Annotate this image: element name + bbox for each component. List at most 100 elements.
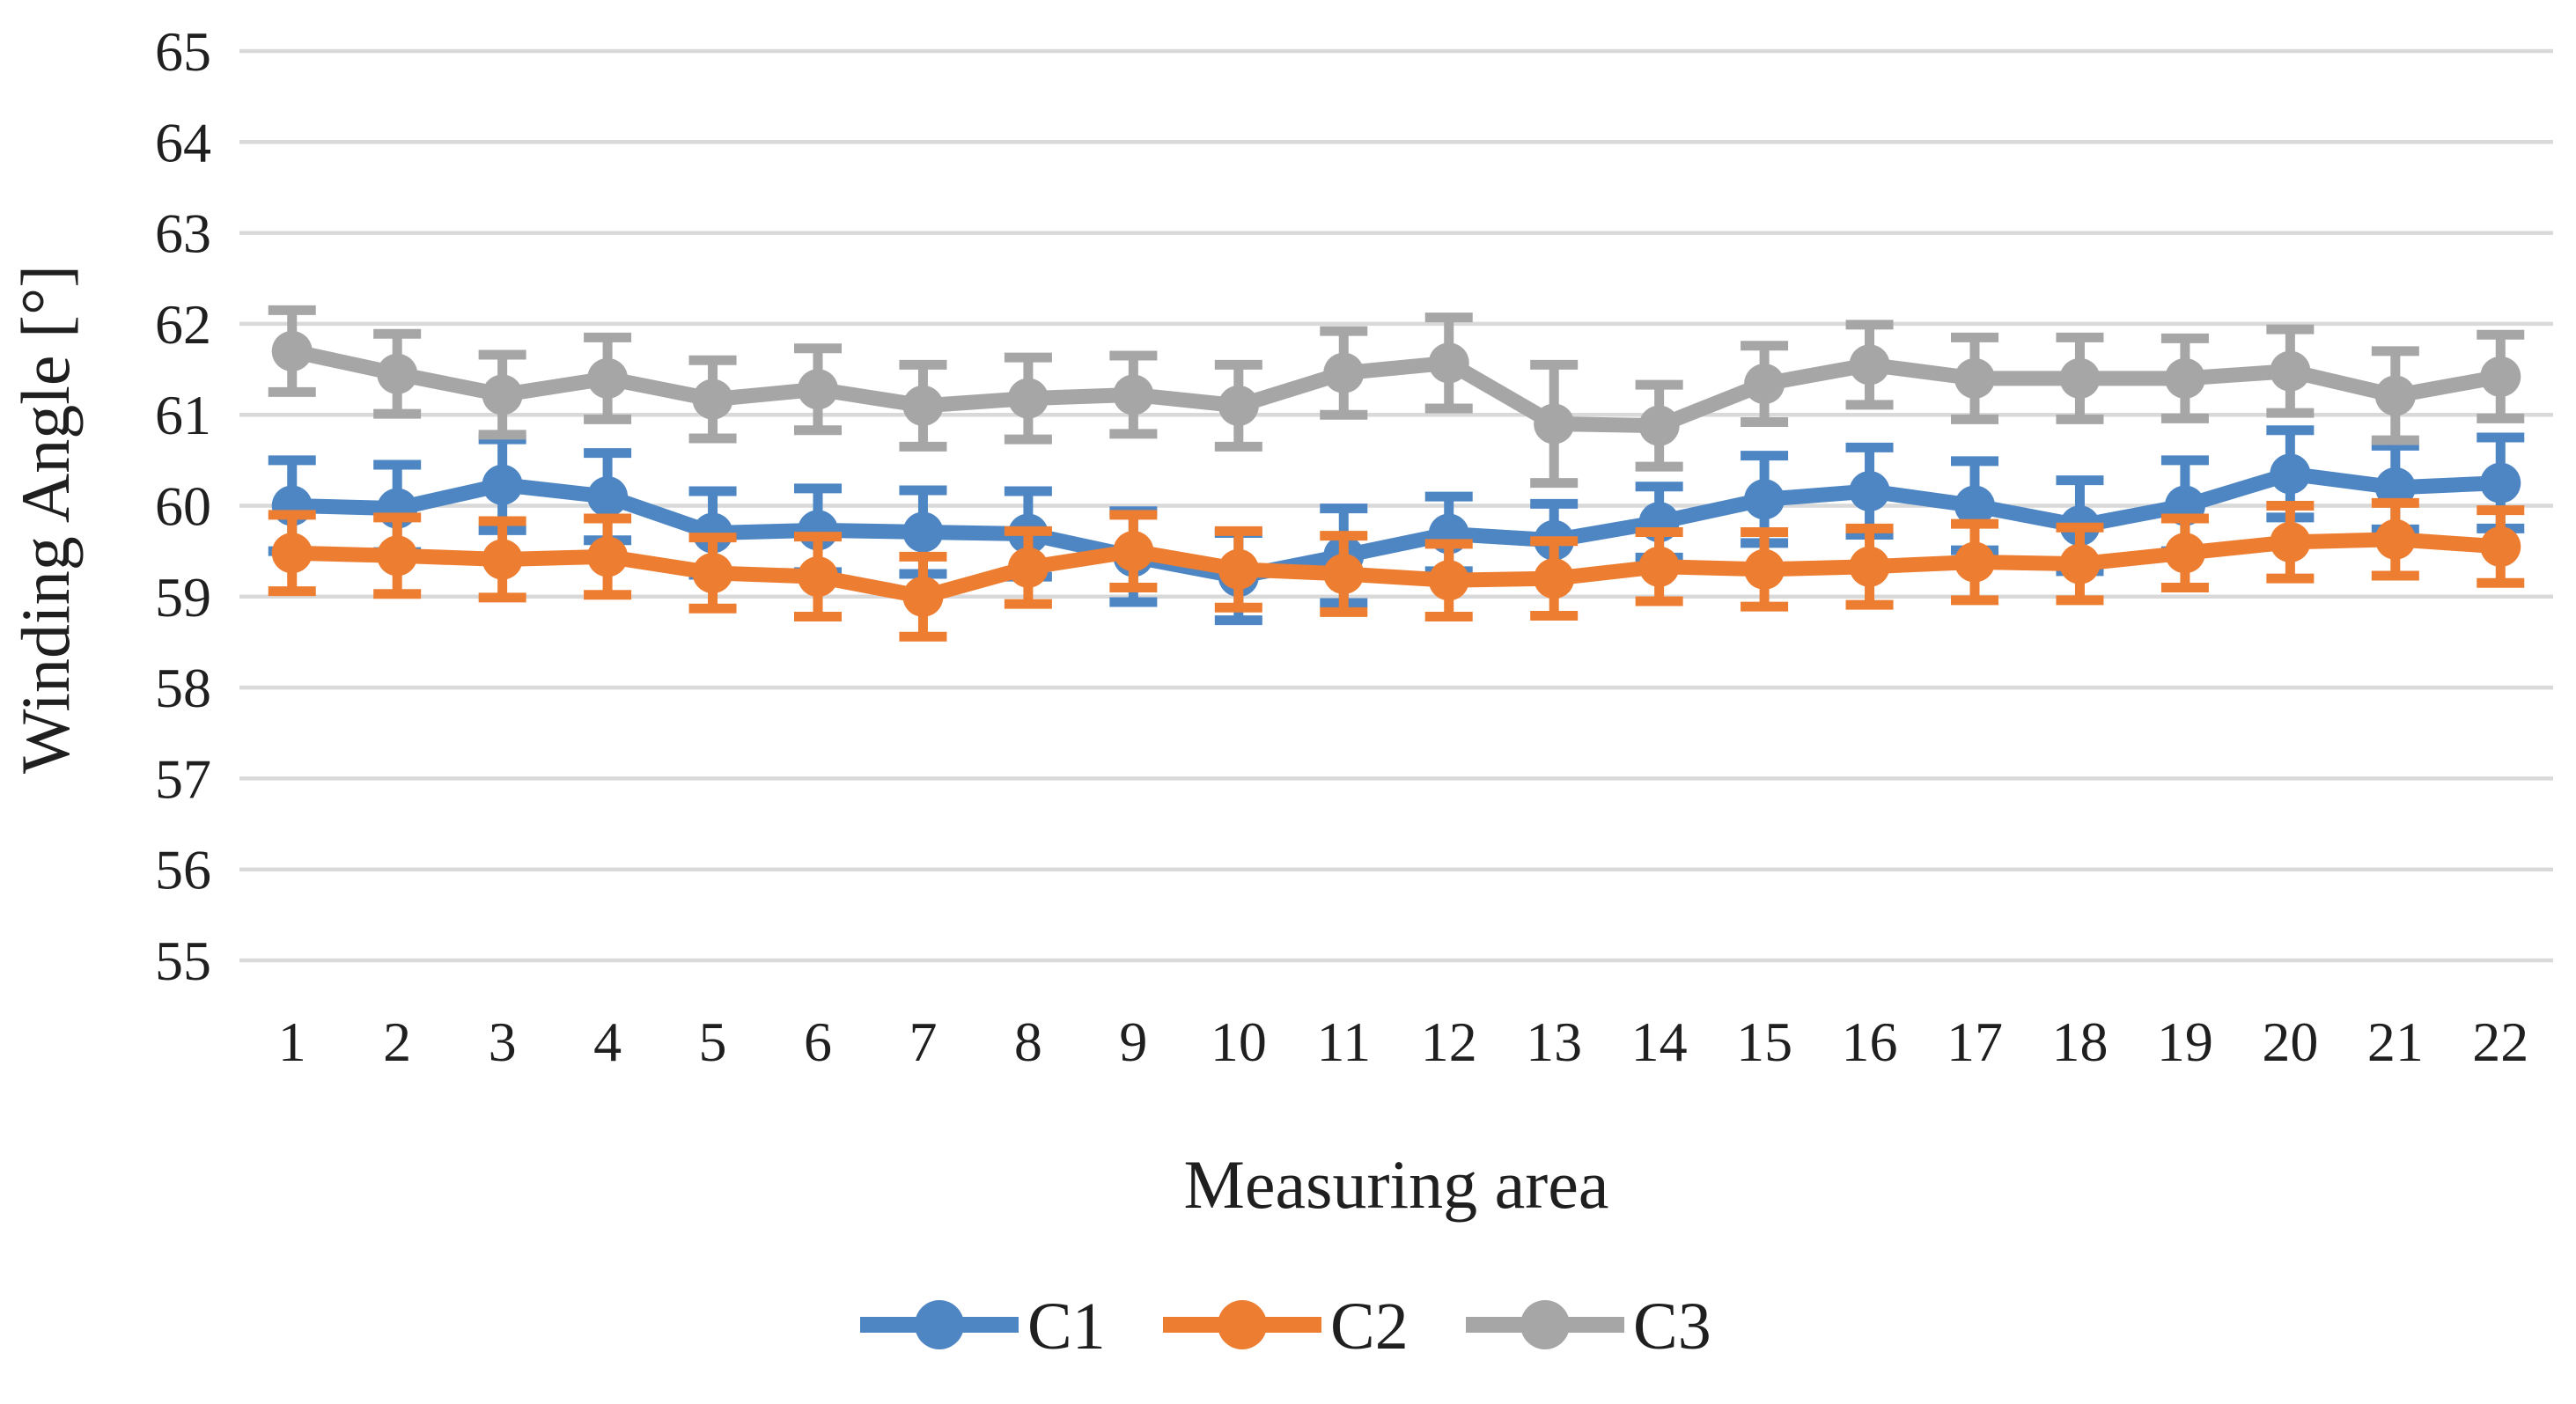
data-point-C3-10 <box>1218 385 1259 426</box>
data-point-C2-8 <box>1007 547 1049 588</box>
data-point-C3-5 <box>692 379 733 420</box>
data-point-C1-15 <box>1744 479 1785 520</box>
x-tick-label-18: 18 <box>2051 1011 2108 1073</box>
data-point-C2-3 <box>482 539 523 580</box>
y-tick-label-62: 62 <box>155 293 211 356</box>
data-point-C3-13 <box>1534 403 1575 445</box>
x-tick-label-5: 5 <box>699 1011 727 1073</box>
data-point-C3-8 <box>1007 378 1049 419</box>
y-tick-label-58: 58 <box>155 657 211 719</box>
x-tick-label-7: 7 <box>909 1011 937 1073</box>
data-point-C3-15 <box>1744 364 1785 405</box>
legend-marker-dot-C2 <box>1218 1300 1267 1349</box>
x-tick-label-10: 10 <box>1211 1011 1267 1073</box>
y-tick-label-60: 60 <box>155 475 211 538</box>
data-point-C3-9 <box>1113 374 1154 415</box>
y-tick-label-61: 61 <box>155 384 211 446</box>
x-tick-label-11: 11 <box>1316 1011 1371 1073</box>
y-axis-title: Winding Angle [°] <box>7 265 84 774</box>
x-tick-label-19: 19 <box>2157 1011 2213 1073</box>
y-tick-label-55: 55 <box>155 930 211 992</box>
data-point-C3-2 <box>377 353 418 394</box>
data-point-C3-22 <box>2480 356 2521 397</box>
legend-label-C3: C3 <box>1633 1290 1711 1364</box>
series-line-C3 <box>290 343 2502 434</box>
data-point-C3-12 <box>1428 342 1469 384</box>
data-point-C1-21 <box>2374 467 2416 508</box>
data-point-C3-21 <box>2374 375 2416 416</box>
data-point-C2-16 <box>1849 546 1890 587</box>
x-tick-label-20: 20 <box>2262 1011 2318 1073</box>
series-line-C2 <box>291 532 2501 605</box>
x-tick-label-6: 6 <box>804 1011 832 1073</box>
x-tick-label-17: 17 <box>1947 1011 2003 1073</box>
y-tick-label-56: 56 <box>155 839 211 901</box>
data-point-C2-21 <box>2374 518 2416 560</box>
x-axis-title: Measuring area <box>1184 1146 1609 1223</box>
x-tick-label-1: 1 <box>278 1011 306 1073</box>
data-point-C2-15 <box>1744 548 1785 590</box>
y-tick-label-63: 63 <box>155 202 211 265</box>
data-point-C3-4 <box>587 357 629 399</box>
series-line-C1 <box>291 466 2501 584</box>
x-tick-label-16: 16 <box>1842 1011 1898 1073</box>
x-tick-label-12: 12 <box>1421 1011 1477 1073</box>
legend-marker-dot-C3 <box>1520 1300 1570 1349</box>
x-tick-label-13: 13 <box>1526 1011 1582 1073</box>
legend: C1 C2 C3 <box>860 1290 1711 1364</box>
data-point-C1-17 <box>1954 485 1995 526</box>
y-tick-label-65: 65 <box>155 20 211 83</box>
y-tick-label-64: 64 <box>155 111 211 173</box>
data-point-C3-18 <box>2059 357 2101 399</box>
data-point-C2-10 <box>1218 548 1259 590</box>
x-tick-label-21: 21 <box>2367 1011 2424 1073</box>
data-point-C1-16 <box>1849 470 1890 511</box>
data-point-C1-20 <box>2270 453 2311 495</box>
data-point-C2-2 <box>377 535 418 577</box>
data-point-C2-11 <box>1323 553 1365 594</box>
data-point-C2-9 <box>1113 531 1154 572</box>
x-tick-label-3: 3 <box>489 1011 517 1073</box>
data-point-C3-17 <box>1954 357 1995 399</box>
data-point-C3-19 <box>2164 357 2205 399</box>
y-tick-label-57: 57 <box>155 747 211 810</box>
data-point-C2-5 <box>692 552 733 593</box>
data-point-C2-12 <box>1428 560 1469 601</box>
data-point-C3-6 <box>798 369 838 410</box>
data-point-C2-18 <box>2059 543 2101 584</box>
data-point-C2-20 <box>2270 521 2311 562</box>
x-tick-label-22: 22 <box>2472 1011 2528 1073</box>
x-tick-label-2: 2 <box>383 1011 411 1073</box>
data-point-C2-14 <box>1638 546 1680 587</box>
data-point-C2-4 <box>587 536 629 577</box>
y-axis-tick-labels: 55 56 57 58 59 60 61 62 63 64 65 <box>155 20 211 992</box>
legend-item-C3: C3 <box>1466 1290 1711 1364</box>
x-tick-label-8: 8 <box>1014 1011 1042 1073</box>
legend-marker-dot-C1 <box>915 1300 964 1349</box>
data-point-C2-22 <box>2480 526 2521 567</box>
data-point-C2-19 <box>2164 533 2205 574</box>
series-layer <box>268 305 2525 642</box>
data-point-C1-22 <box>2480 462 2521 504</box>
data-point-C2-17 <box>1954 541 1995 583</box>
data-point-C3-1 <box>271 330 313 371</box>
series-C2 <box>268 497 2525 642</box>
data-point-C3-14 <box>1638 405 1680 446</box>
legend-item-C2: C2 <box>1163 1290 1409 1364</box>
x-tick-label-9: 9 <box>1119 1011 1147 1073</box>
legend-label-C2: C2 <box>1330 1290 1409 1364</box>
legend-item-C1: C1 <box>860 1290 1106 1364</box>
x-tick-label-14: 14 <box>1631 1011 1688 1073</box>
data-point-C1-7 <box>902 511 944 553</box>
data-point-C2-1 <box>271 533 313 574</box>
legend-label-C1: C1 <box>1027 1290 1106 1364</box>
y-tick-label-59: 59 <box>155 566 211 628</box>
data-point-C3-20 <box>2270 350 2311 392</box>
x-tick-label-4: 4 <box>593 1011 622 1073</box>
data-point-C3-16 <box>1849 344 1890 386</box>
x-tick-label-15: 15 <box>1736 1011 1792 1073</box>
data-point-C2-7 <box>902 576 944 617</box>
data-point-C2-13 <box>1534 558 1575 599</box>
